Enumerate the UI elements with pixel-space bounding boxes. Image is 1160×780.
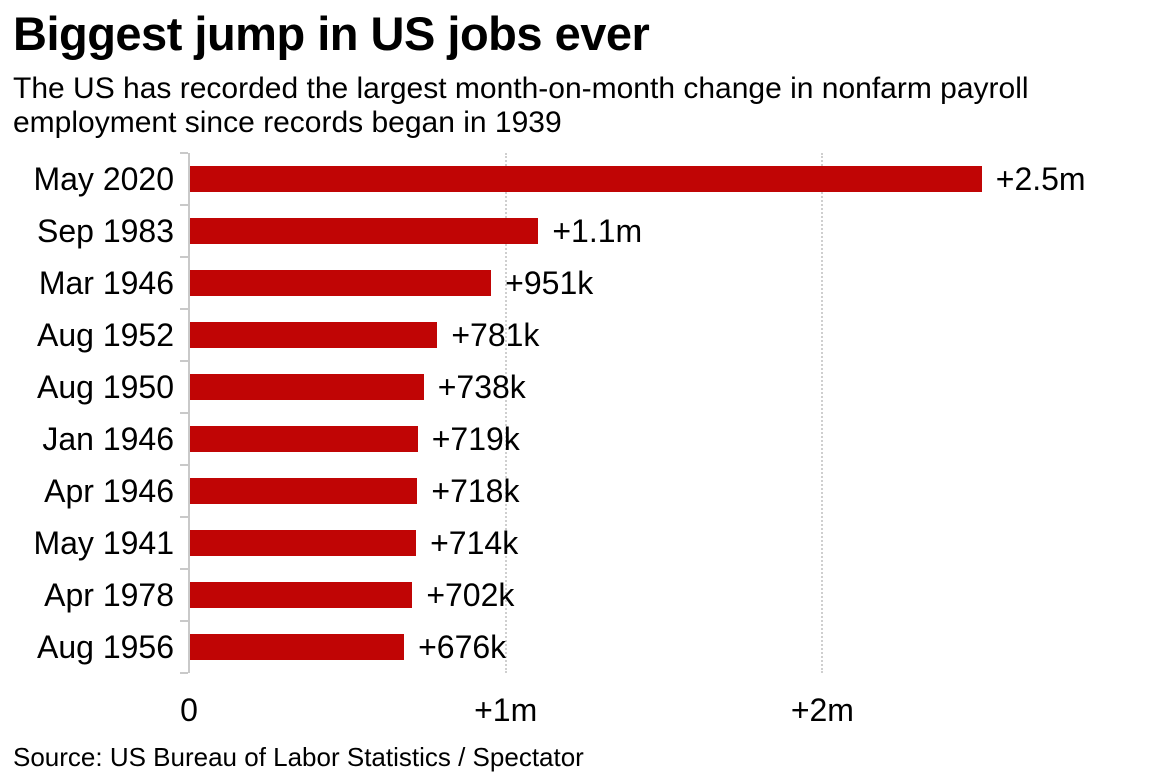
source-note: Source: US Bureau of Labor Statistics / … bbox=[13, 742, 584, 772]
category-label: Sep 1983 bbox=[36, 213, 174, 249]
bar bbox=[190, 582, 413, 608]
value-label: +738k bbox=[437, 369, 526, 405]
bar bbox=[190, 426, 418, 452]
axis-tick bbox=[180, 360, 188, 362]
category-label: Mar 1946 bbox=[38, 265, 174, 301]
chart-title: Biggest jump in US jobs ever bbox=[13, 7, 650, 60]
value-label: +1.1m bbox=[552, 213, 643, 249]
axis-tick bbox=[180, 672, 188, 674]
value-label: +702k bbox=[426, 577, 515, 613]
value-label: +951k bbox=[505, 265, 594, 301]
x-tick-label: +1m bbox=[474, 692, 538, 728]
chart-subtitle: The US has recorded the largest month-on… bbox=[13, 72, 1029, 139]
category-label: Aug 1950 bbox=[36, 369, 174, 405]
bar bbox=[190, 634, 405, 660]
category-label: Apr 1978 bbox=[44, 577, 174, 613]
category-label: Aug 1952 bbox=[36, 317, 174, 353]
bar bbox=[190, 478, 418, 504]
axis-tick bbox=[180, 308, 188, 310]
bar bbox=[190, 530, 417, 556]
category-label: May 1941 bbox=[33, 525, 174, 561]
axis-tick bbox=[180, 412, 188, 414]
value-label: +781k bbox=[451, 317, 540, 353]
value-label: +2.5m bbox=[995, 161, 1086, 197]
value-label: +718k bbox=[431, 473, 520, 509]
bar bbox=[190, 218, 539, 244]
bar bbox=[190, 374, 424, 400]
axis-tick bbox=[180, 464, 188, 466]
bar bbox=[190, 270, 492, 296]
bar bbox=[190, 322, 438, 348]
y-axis-line bbox=[188, 153, 190, 673]
axis-tick bbox=[180, 620, 188, 622]
category-label: Aug 1956 bbox=[36, 629, 174, 665]
category-label: Jan 1946 bbox=[42, 421, 174, 457]
category-label: May 2020 bbox=[33, 161, 174, 197]
axis-tick bbox=[180, 256, 188, 258]
category-label: Apr 1946 bbox=[44, 473, 174, 509]
axis-tick bbox=[180, 516, 188, 518]
x-tick-label: +2m bbox=[790, 692, 854, 728]
axis-tick bbox=[180, 568, 188, 570]
x-tick-label: 0 bbox=[180, 692, 198, 728]
gridline bbox=[504, 153, 507, 673]
axis-tick bbox=[180, 204, 188, 206]
gridline bbox=[821, 153, 824, 673]
value-label: +719k bbox=[431, 421, 520, 457]
bar bbox=[190, 166, 982, 192]
value-label: +676k bbox=[418, 629, 507, 665]
axis-tick bbox=[180, 152, 188, 154]
value-label: +714k bbox=[430, 525, 519, 561]
